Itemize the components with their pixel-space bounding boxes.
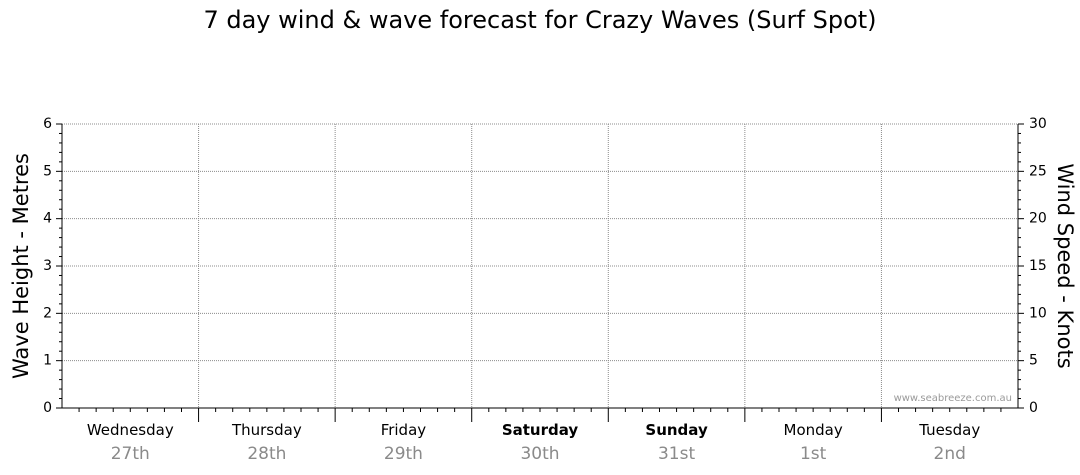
y-tick-label-left: 4 bbox=[43, 211, 52, 227]
day-name-label: Wednesday bbox=[87, 421, 174, 439]
y-axis-title-right: Wind Speed - Knots bbox=[1053, 163, 1077, 368]
y-tick-label-left: 0 bbox=[43, 400, 52, 416]
day-date-label: 31st bbox=[658, 444, 695, 464]
y-tick-label-left: 5 bbox=[43, 163, 52, 179]
y-tick-label-right: 30 bbox=[1029, 116, 1047, 132]
day-name-label: Monday bbox=[784, 421, 843, 439]
y-tick-label-right: 25 bbox=[1029, 163, 1047, 179]
day-date-label: 27th bbox=[111, 444, 150, 464]
y-tick-label-right: 5 bbox=[1029, 353, 1038, 369]
y-tick-label-left: 3 bbox=[43, 258, 52, 274]
day-date-label: 1st bbox=[800, 444, 827, 464]
y-tick-label-right: 0 bbox=[1029, 400, 1038, 416]
day-name-label: Sunday bbox=[645, 421, 708, 439]
day-name-label: Saturday bbox=[502, 421, 579, 439]
y-tick-label-right: 20 bbox=[1029, 211, 1047, 227]
y-tick-label-right: 10 bbox=[1029, 305, 1047, 321]
y-tick-label-left: 1 bbox=[43, 353, 52, 369]
day-name-label: Friday bbox=[381, 421, 427, 439]
label-layer: 0 01 52 103 154 205 256 30Wednesday27thThursday… bbox=[43, 116, 1047, 464]
y-tick-label-left: 2 bbox=[43, 305, 52, 321]
watermark-text: www.seabreeze.com.au bbox=[894, 393, 1012, 404]
y-tick-label-right: 15 bbox=[1029, 258, 1047, 274]
day-name-label: Thursday bbox=[231, 421, 302, 439]
day-date-label: 28th bbox=[247, 444, 286, 464]
chart-title: 7 day wind & wave forecast for Crazy Wav… bbox=[203, 6, 877, 34]
grid-layer bbox=[62, 123, 1018, 408]
day-date-label: 29th bbox=[384, 444, 423, 464]
day-name-label: Tuesday bbox=[918, 421, 980, 439]
y-tick-label-left: 6 bbox=[43, 116, 52, 132]
axis-layer bbox=[56, 123, 1024, 422]
y-axis-title-left: Wave Height - Metres bbox=[9, 153, 33, 379]
day-date-label: 30th bbox=[520, 444, 559, 464]
day-date-label: 2nd bbox=[934, 444, 966, 464]
